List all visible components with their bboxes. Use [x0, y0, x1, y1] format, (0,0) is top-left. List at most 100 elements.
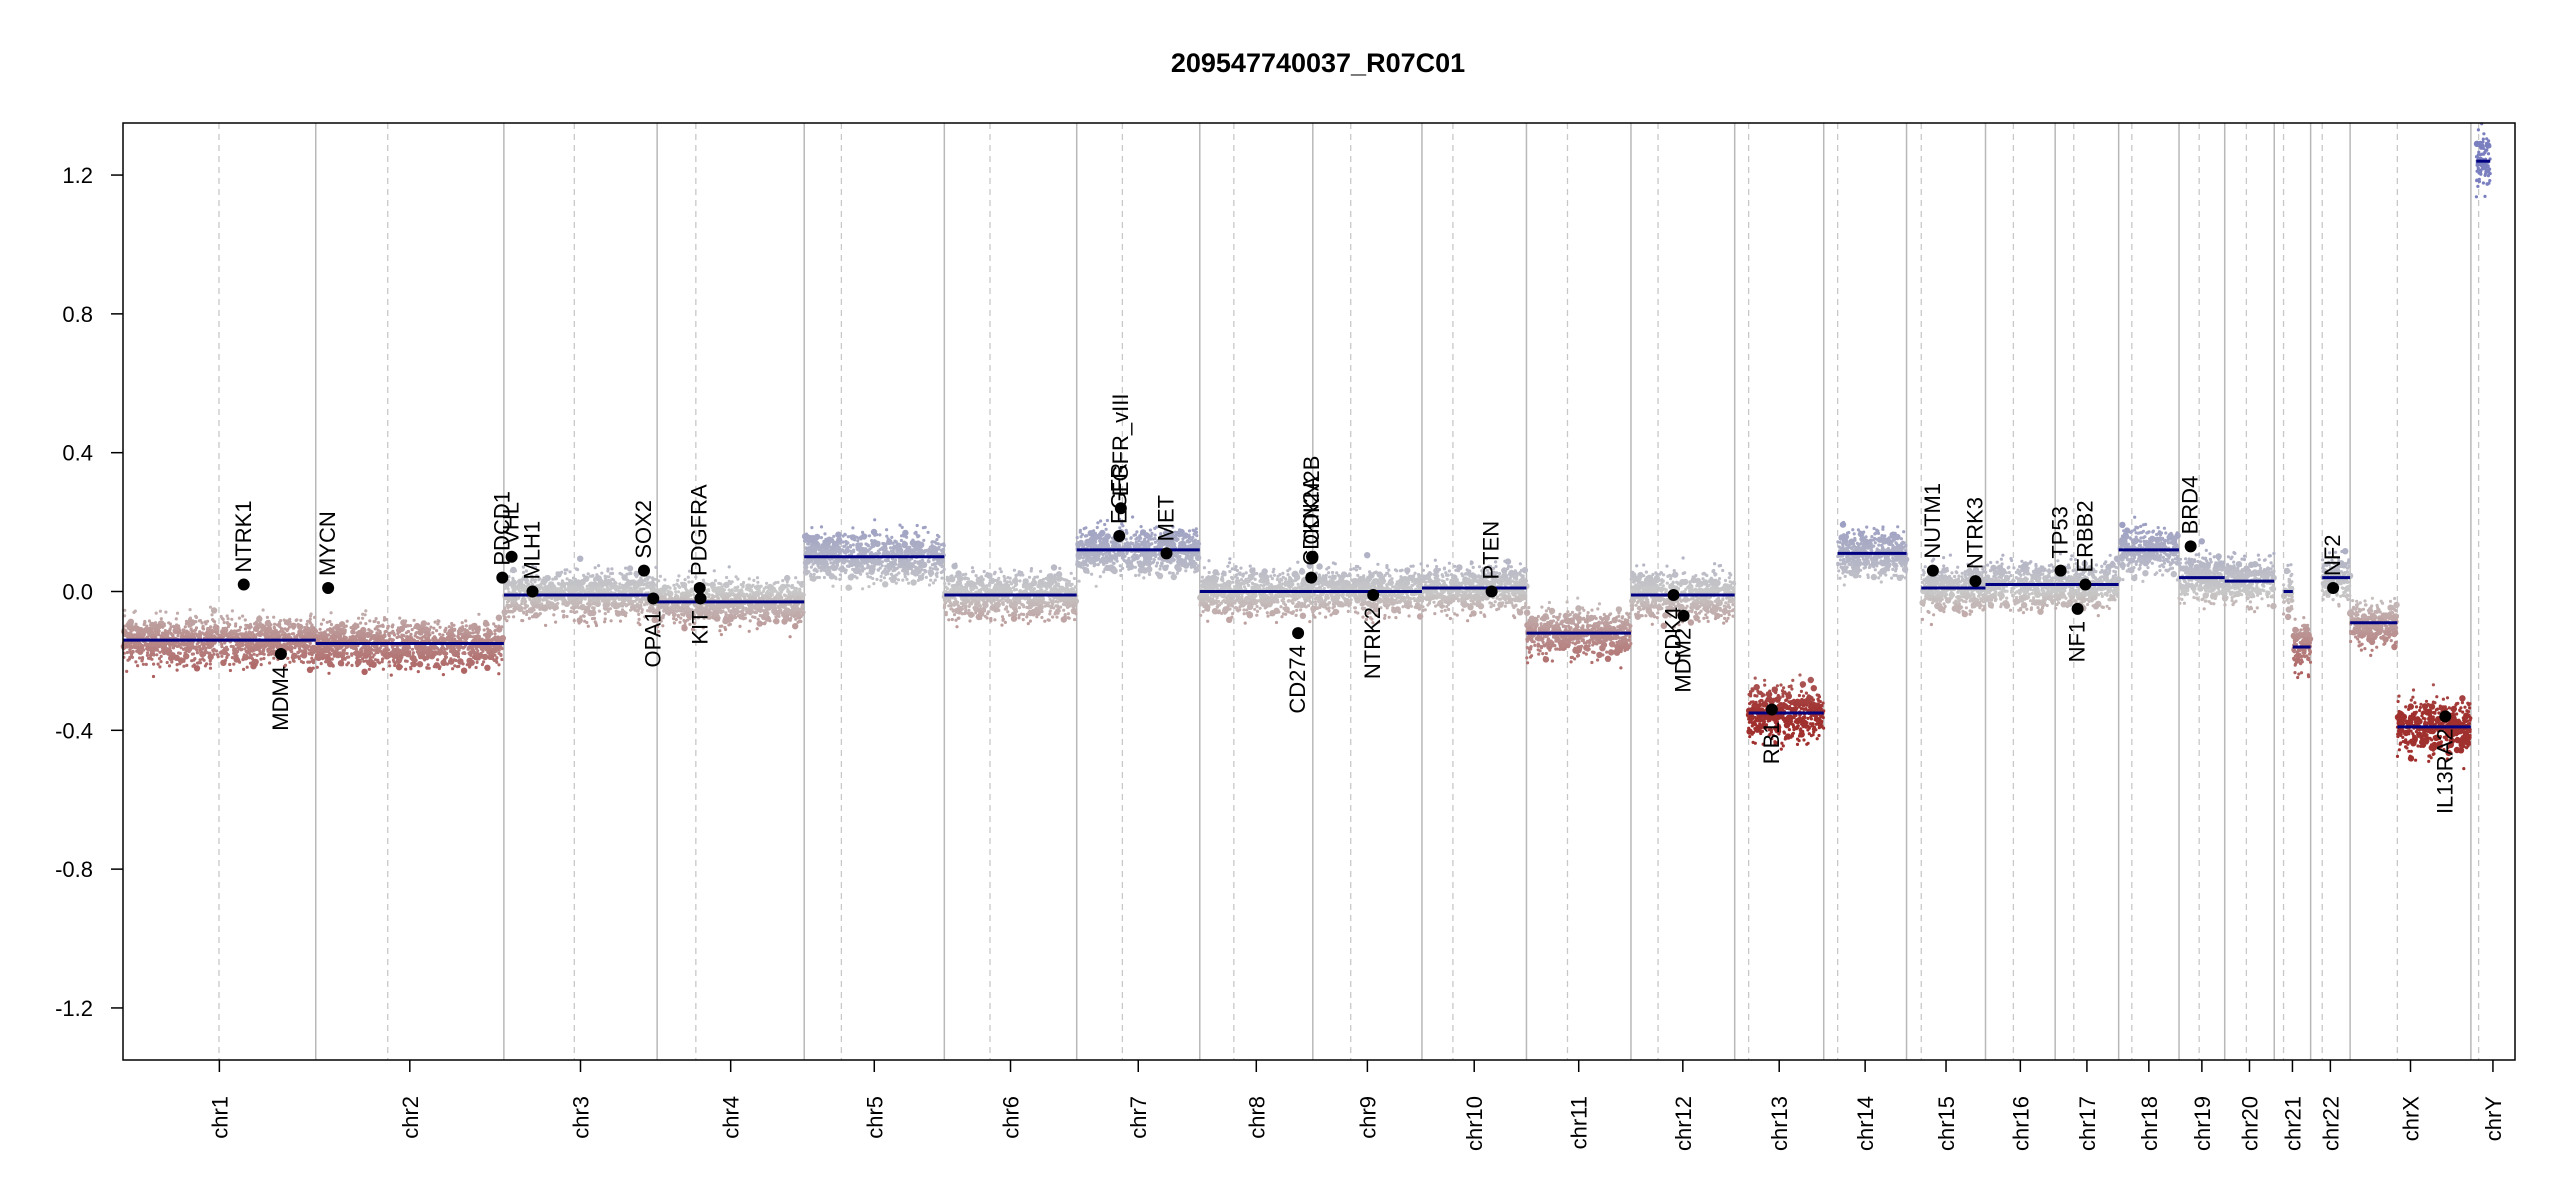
probe-point [624, 566, 628, 570]
probe-point [149, 640, 156, 648]
probe-point [574, 579, 578, 583]
probe-point [219, 651, 223, 655]
probe-point [476, 655, 480, 659]
probe-point [416, 670, 420, 674]
probe-point [208, 651, 212, 655]
probe-point [583, 575, 590, 582]
probe-point [232, 662, 236, 666]
probe-point [340, 663, 344, 667]
probe-point [456, 655, 461, 659]
probe-point [612, 603, 616, 607]
probe-point [335, 649, 339, 653]
probe-point [618, 582, 622, 586]
probe-point [175, 630, 179, 634]
probe-point [747, 596, 751, 600]
probe-point [545, 605, 550, 609]
probe-point [569, 609, 573, 614]
probe-point [493, 632, 497, 636]
probe-point [217, 633, 221, 638]
probe-point [319, 622, 323, 626]
probe-point [326, 628, 330, 632]
probe-point [321, 649, 325, 653]
probe-point [741, 608, 745, 612]
probe-point [431, 631, 435, 635]
probe-point [164, 610, 168, 614]
probe-point [244, 623, 248, 627]
probe-point [622, 602, 626, 606]
probe-point [801, 612, 805, 617]
probe-point [221, 617, 225, 622]
probe-point [591, 585, 595, 589]
probe-point [409, 632, 413, 637]
probe-point [290, 632, 294, 636]
probe-point [258, 649, 262, 653]
probe-point [760, 614, 764, 618]
probe-point [415, 635, 419, 639]
probe-point [155, 653, 159, 657]
probe-point [506, 587, 510, 591]
probe-point [666, 589, 670, 593]
probe-point [265, 615, 269, 620]
probe-point [617, 611, 621, 615]
probe-point [581, 614, 585, 618]
probe-point [501, 609, 508, 616]
probe-point [686, 596, 690, 600]
probe-point [243, 627, 248, 631]
probe-point [129, 630, 133, 634]
probe-point [160, 620, 164, 625]
probe-point [882, 576, 887, 580]
probe-point [461, 646, 465, 650]
probe-point [841, 540, 845, 544]
probe-point [750, 610, 754, 614]
probe-point [352, 651, 356, 656]
probe-point [663, 603, 668, 607]
probe-point [642, 603, 647, 607]
probe-point [781, 579, 785, 583]
probe-point [141, 662, 145, 666]
probe-point [135, 626, 139, 631]
probe-point [130, 623, 134, 627]
probe-point [632, 585, 637, 589]
probe-point [444, 652, 448, 656]
probe-point [175, 668, 179, 672]
probe-point [460, 632, 464, 636]
probe-point [152, 662, 156, 666]
probe-point [233, 656, 240, 663]
probe-point [202, 645, 206, 649]
probe-point [339, 637, 344, 641]
probe-point [443, 655, 448, 659]
probe-point [438, 649, 442, 653]
probe-point [800, 607, 805, 611]
probe-point [555, 571, 562, 578]
probe-point [838, 541, 842, 545]
probe-point [221, 626, 225, 631]
probe-point [412, 618, 416, 622]
probe-point [783, 609, 787, 613]
probe-point [319, 634, 323, 638]
probe-point [376, 628, 380, 632]
probe-point [212, 652, 216, 656]
probe-point [441, 633, 445, 637]
probe-point [743, 612, 747, 617]
probe-point [462, 651, 466, 655]
probe-point [464, 619, 468, 623]
probe-point [524, 580, 528, 584]
probe-point [930, 540, 934, 544]
probe-point [128, 625, 132, 629]
probe-point [272, 649, 276, 653]
probe-point [244, 631, 248, 635]
probe-point [411, 651, 415, 655]
probe-point [873, 518, 877, 522]
probe-point [701, 578, 706, 582]
probe-point [195, 651, 200, 655]
probe-point [157, 657, 162, 661]
probe-point [707, 593, 711, 597]
probe-point [254, 635, 258, 639]
probe-point [149, 635, 153, 639]
probe-point [404, 619, 408, 623]
probe-point [222, 660, 226, 664]
probe-point [748, 606, 752, 610]
probe-point [213, 620, 217, 624]
probe-point [382, 616, 387, 620]
probe-point [685, 607, 690, 611]
